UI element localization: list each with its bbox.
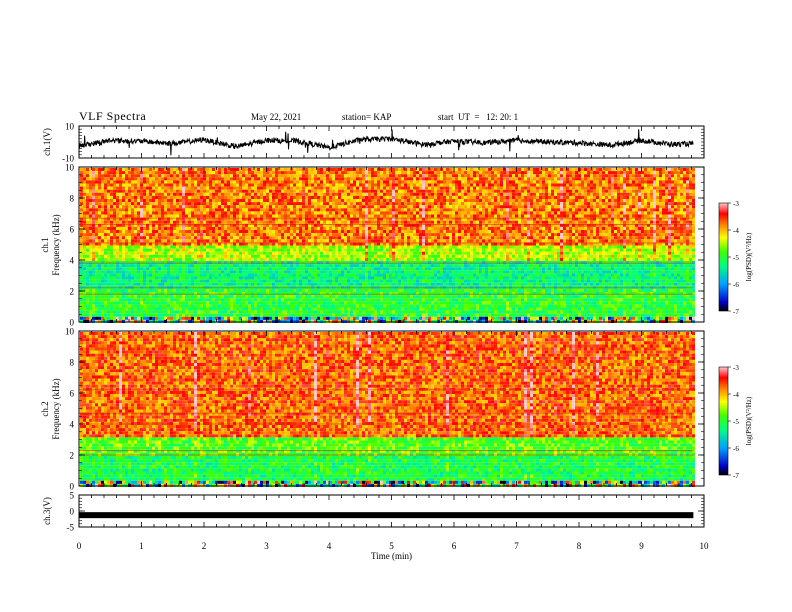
y-tick-label-3: 0 (70, 507, 75, 517)
y-tick-label-2: 8 (70, 358, 75, 368)
x-tick-label: 7 (514, 541, 519, 551)
x-tick-label: 9 (639, 541, 644, 551)
x-tick-label: 5 (389, 541, 394, 551)
y-axis-label-freq2: Frequency (kHz) (51, 378, 61, 439)
chart-title: VLF Spectra (79, 109, 146, 124)
colorbar-tick-label: -6 (733, 445, 739, 453)
y-tick-label-2: 6 (70, 389, 75, 399)
y-axis-label-ch1: ch.1(V) (42, 128, 52, 156)
x-tick-label: 1 (139, 541, 144, 551)
channel-label-ch1: ch.1 (40, 237, 50, 252)
y-tick-label-0: -10 (62, 154, 74, 164)
date-label: May 22, 2021 (251, 112, 301, 122)
channel-label-ch2: ch.2 (40, 401, 50, 416)
y-tick-label-0: 10 (65, 122, 75, 132)
x-tick-label: 0 (77, 541, 82, 551)
colorbar-label-ch1: log(PSD)(V²/Hz) (745, 232, 753, 281)
colorbar-ch2 (718, 366, 729, 476)
colorbar-tick-label: -4 (733, 227, 739, 235)
x-axis-label: Time (min) (371, 551, 412, 561)
colorbar-tick-label: -5 (733, 254, 739, 262)
colorbar-label-ch2: log(PSD)(V²/Hz) (745, 396, 753, 445)
x-tick-label: 2 (202, 541, 207, 551)
x-tick-label: 8 (577, 541, 582, 551)
y-tick-label-1: 2 (70, 287, 75, 297)
x-tick-label: 10 (700, 541, 710, 551)
colorbar-ch1 (718, 202, 729, 312)
y-tick-label-2: 4 (70, 420, 75, 430)
y-tick-label-1: 8 (70, 194, 75, 204)
y-tick-label-3: -5 (67, 523, 75, 533)
y-tick-label-1: 6 (70, 225, 75, 235)
colorbar-tick-label: -7 (733, 472, 739, 480)
waveform-ch3 (79, 512, 694, 519)
y-tick-label-1: 4 (70, 256, 75, 266)
x-tick-label: 3 (264, 541, 269, 551)
colorbar-tick-label: -3 (733, 364, 739, 372)
colorbar-tick-label: -5 (733, 418, 739, 426)
waveform-ch1 (78, 129, 694, 156)
colorbar-tick-label: -6 (733, 281, 739, 289)
y-tick-label-2: 2 (70, 451, 75, 461)
x-tick-label: 4 (327, 541, 332, 551)
x-tick-label: 6 (452, 541, 457, 551)
spectrogram-ch1 (79, 168, 695, 323)
colorbar-tick-label: -4 (733, 391, 739, 399)
y-axis-label-ch3: ch.3(V) (42, 497, 52, 525)
colorbar-tick-label: -7 (733, 308, 739, 316)
y-tick-label-2: 10 (65, 327, 75, 337)
start-time-label: start UT = 12: 20: 1 (438, 112, 518, 122)
y-tick-label-2: 0 (70, 482, 75, 492)
station-label: station= KAP (342, 112, 391, 122)
y-tick-label-1: 0 (70, 318, 75, 328)
y-tick-label-1: 10 (65, 163, 75, 173)
spectrogram-ch2 (79, 332, 695, 487)
y-tick-label-3: 5 (70, 491, 75, 501)
y-axis-label-freq1: Frequency (kHz) (51, 214, 61, 275)
colorbar-tick-label: -3 (733, 200, 739, 208)
